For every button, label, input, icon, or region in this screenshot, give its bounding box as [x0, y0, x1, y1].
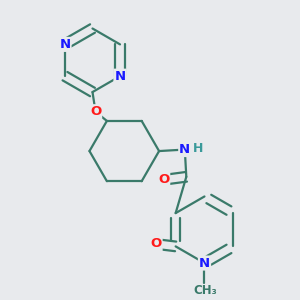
- Text: O: O: [158, 173, 169, 186]
- Text: O: O: [90, 105, 101, 118]
- Text: O: O: [150, 238, 162, 250]
- Text: N: N: [199, 256, 210, 269]
- Text: H: H: [193, 142, 204, 154]
- Text: N: N: [115, 70, 126, 83]
- Text: N: N: [59, 38, 70, 51]
- Text: CH₃: CH₃: [193, 284, 217, 297]
- Text: N: N: [179, 143, 190, 156]
